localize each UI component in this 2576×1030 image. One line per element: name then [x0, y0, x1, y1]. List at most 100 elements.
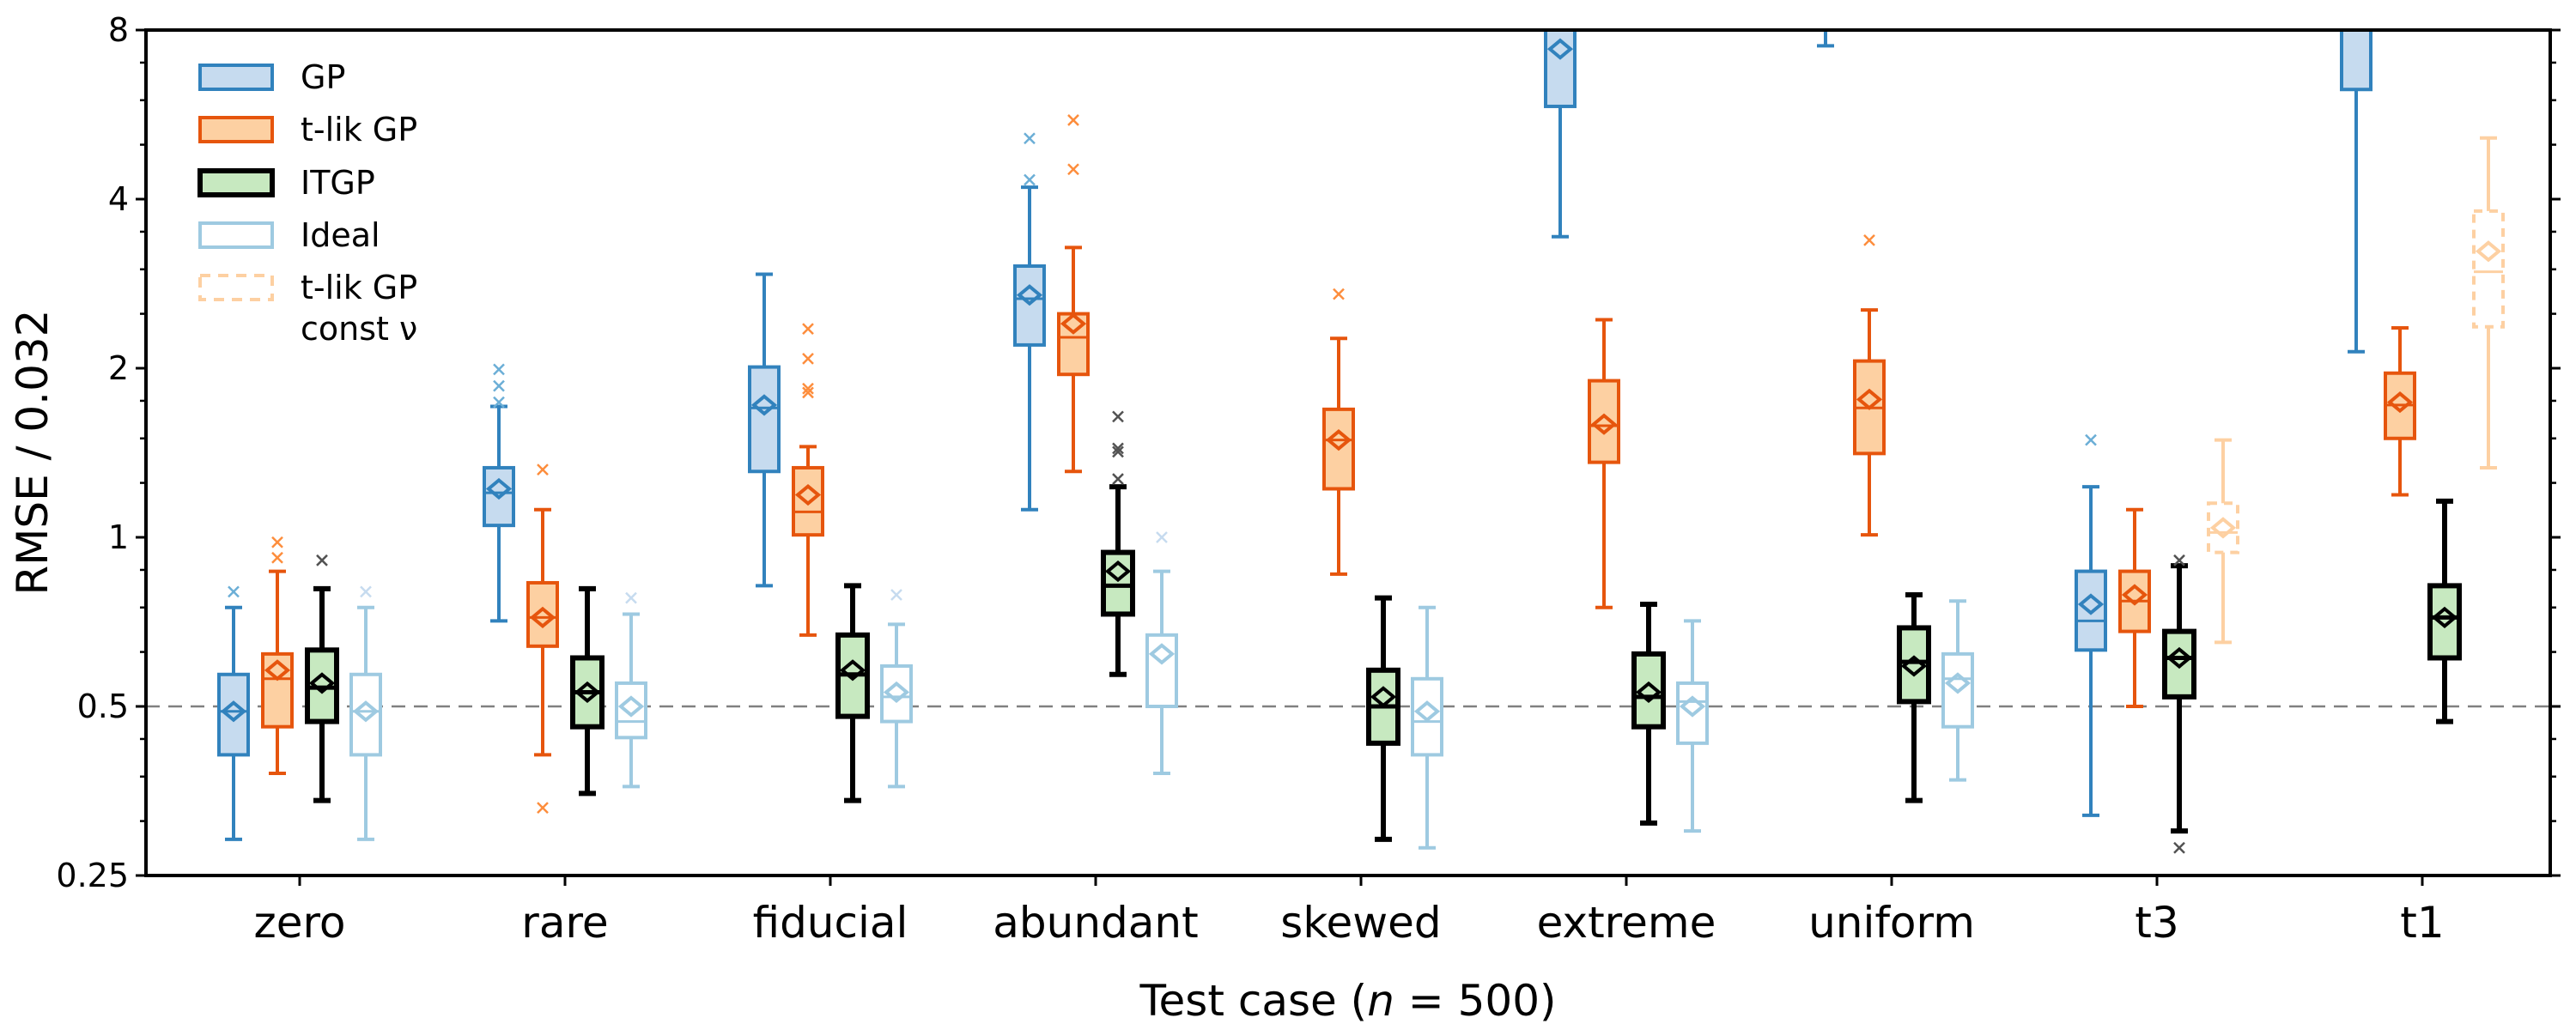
mean-marker	[1413, 700, 1441, 723]
outlier-marker	[1067, 114, 1079, 126]
box-gp-t3	[2075, 433, 2107, 817]
mean-marker	[574, 681, 601, 704]
legend-label: const ν	[301, 310, 417, 348]
mean-marker	[1590, 413, 1618, 435]
outlier-marker	[1112, 445, 1124, 458]
mean-marker	[2431, 606, 2458, 628]
legend-label: t-lik GP	[301, 111, 417, 148]
outlier-marker	[2173, 554, 2185, 566]
box-t-lik-gp-uniform	[1853, 233, 1886, 537]
x-tick-label-uniform: uniform	[1808, 898, 1975, 948]
mean-marker	[529, 606, 556, 628]
y-ticks: 0.25 0.5 1 2 4 8	[56, 11, 2561, 894]
x-axis-title-var: n	[1367, 976, 1394, 1026]
mean-marker	[1546, 38, 1574, 60]
outlier-stroke	[537, 802, 549, 814]
outlier-marker	[802, 382, 814, 395]
legend-swatch	[198, 221, 274, 249]
x-tick-label-t1: t1	[2400, 898, 2444, 948]
outlier-stroke	[2173, 841, 2185, 854]
x-axis-title: Test case (n = 500)	[1139, 976, 1556, 1026]
outlier-stroke	[802, 382, 814, 395]
box-t-lik-gp-t1	[2384, 325, 2416, 497]
axes	[144, 28, 2552, 877]
outlier-stroke	[493, 363, 505, 376]
legend-label: t-lik GP	[301, 269, 417, 306]
outlier-marker	[360, 585, 372, 598]
legend-label: GP	[301, 58, 345, 96]
x-axis-title-suffix: = 500)	[1394, 976, 1557, 1026]
box-gp-extreme	[1544, 30, 1577, 239]
mean-marker	[617, 695, 645, 718]
outlier-marker	[1333, 288, 1345, 300]
outlier-stroke	[537, 464, 549, 476]
mean-marker	[2475, 240, 2502, 263]
legend-label: Ideal	[301, 216, 380, 254]
x-tick-label-zero: zero	[253, 898, 345, 948]
outlier-marker	[1112, 442, 1124, 455]
box-body	[526, 580, 559, 648]
mean-marker	[2166, 646, 2193, 670]
mean-marker	[839, 659, 866, 682]
x-axis-title-prefix: Test case (	[1139, 976, 1367, 1026]
outlier-marker	[316, 554, 328, 566]
box-itgp-fiducial	[835, 583, 870, 803]
mean-marker	[485, 477, 513, 500]
outlier-stroke	[493, 379, 505, 392]
mean-marker	[1325, 429, 1352, 451]
box-body	[1013, 264, 1046, 347]
box-ideal-uniform	[1941, 599, 1974, 782]
outlier-marker	[493, 363, 505, 376]
outlier-stroke	[802, 386, 814, 399]
box-ideal-extreme	[1676, 619, 1709, 833]
outlier-marker	[271, 551, 283, 564]
outlier-stroke	[1024, 132, 1036, 145]
mean-marker	[220, 700, 247, 723]
outlier-stroke	[1024, 173, 1036, 186]
box-ideal-skewed	[1411, 605, 1443, 850]
box-body	[2340, 30, 2372, 92]
mean-marker	[2077, 593, 2105, 615]
mean-marker	[2386, 391, 2414, 414]
legend-item-itgp: ITGP	[197, 164, 375, 202]
legend-swatch	[198, 116, 274, 143]
outlier-marker	[2173, 841, 2185, 854]
box-body	[1544, 30, 1577, 108]
box-gp-abundant	[1013, 132, 1046, 512]
box-itgp-t1	[2427, 498, 2462, 724]
outlier-stroke	[493, 396, 505, 409]
x-tick-label-fiducial: fiducial	[753, 898, 908, 948]
box-itgp-skewed	[1366, 595, 1400, 842]
mean-marker	[1679, 695, 1706, 718]
box-gp-zero	[217, 585, 250, 841]
x-tick-label-rare: rare	[521, 898, 608, 948]
y-tick-label: 4	[108, 180, 129, 218]
box-body	[1411, 676, 1443, 757]
outlier-stroke	[1156, 531, 1168, 543]
legend-item-t-lik-gp: t-lik GP	[198, 111, 417, 148]
legend-item-t-lik-gp-const-: t-lik GP const ν	[198, 269, 417, 348]
box-t-lik-gp-const--t3	[2207, 438, 2239, 645]
box-itgp-t3	[2162, 554, 2196, 854]
x-tick-label-t3: t3	[2135, 898, 2178, 948]
y-axis-title: RMSE / 0.032	[8, 310, 58, 596]
box-body	[2472, 209, 2505, 329]
box-t-lik-gp-fiducial	[792, 323, 824, 637]
box-body	[615, 681, 647, 740]
outlier-marker	[271, 536, 283, 548]
mean-marker	[2209, 517, 2237, 539]
mean-marker	[352, 700, 380, 723]
mean-marker	[2121, 584, 2148, 606]
mean-marker	[1856, 388, 1883, 410]
box-gp-fiducial	[748, 272, 781, 588]
mean-marker	[750, 394, 778, 416]
outlier-stroke	[2173, 554, 2185, 566]
outlier-marker	[493, 379, 505, 392]
y-tick-label: 1	[108, 518, 129, 556]
outlier-stroke	[1333, 288, 1345, 300]
plot-frame	[144, 28, 2552, 877]
box-gp-uniform	[1817, 30, 1834, 48]
legend-swatch	[197, 168, 275, 197]
mean-marker	[1944, 672, 1971, 694]
